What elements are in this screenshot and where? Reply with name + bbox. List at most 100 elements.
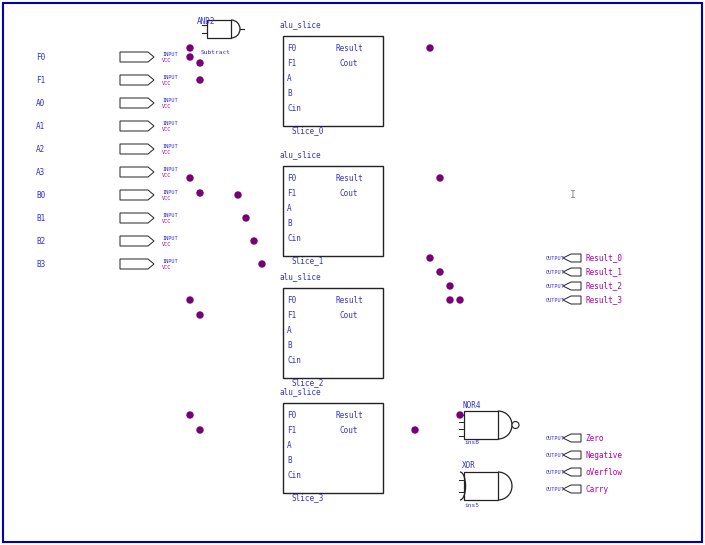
Circle shape: [512, 421, 519, 428]
Text: Slice_1: Slice_1: [291, 257, 324, 265]
Text: OUTPUT: OUTPUT: [546, 256, 565, 261]
Circle shape: [197, 60, 203, 66]
Text: Negative: Negative: [585, 451, 622, 459]
Text: INPUT: INPUT: [162, 52, 178, 57]
Text: Slice_0: Slice_0: [291, 126, 324, 136]
Text: INPUT: INPUT: [162, 236, 178, 241]
Text: Cin: Cin: [287, 233, 301, 243]
Text: INPUT: INPUT: [162, 167, 178, 172]
Text: A: A: [287, 203, 292, 213]
Text: VCC: VCC: [162, 104, 171, 108]
Text: A: A: [287, 325, 292, 335]
Text: OUTPUT: OUTPUT: [546, 298, 565, 302]
Circle shape: [235, 192, 241, 198]
FancyArrow shape: [563, 296, 581, 304]
Text: F0: F0: [36, 52, 45, 62]
Text: VCC: VCC: [162, 173, 171, 178]
Text: I: I: [570, 190, 576, 200]
FancyArrow shape: [563, 451, 581, 459]
Text: oVerflow: oVerflow: [585, 468, 622, 476]
Text: OUTPUT: OUTPUT: [546, 487, 565, 492]
Text: F0: F0: [287, 295, 296, 305]
Text: F1: F1: [287, 426, 296, 434]
Text: Result_2: Result_2: [585, 282, 622, 290]
Text: Subtract: Subtract: [201, 50, 231, 54]
Text: OUTPUT: OUTPUT: [546, 283, 565, 288]
Text: VCC: VCC: [162, 81, 171, 86]
Text: F0: F0: [287, 173, 296, 183]
Text: B: B: [287, 219, 292, 227]
FancyArrow shape: [120, 52, 154, 62]
Text: ins5: ins5: [464, 502, 479, 507]
Text: OUTPUT: OUTPUT: [546, 435, 565, 440]
Bar: [207, 20, 231, 38]
Circle shape: [437, 175, 443, 181]
Circle shape: [427, 255, 433, 261]
Text: A3: A3: [36, 167, 45, 177]
Bar: [283, 166, 383, 256]
Text: Cout: Cout: [339, 311, 357, 319]
Text: B: B: [287, 88, 292, 98]
Circle shape: [251, 238, 257, 244]
Text: Result: Result: [335, 44, 363, 52]
Circle shape: [437, 269, 443, 275]
Bar: [458, 398, 528, 450]
Text: Slice_3: Slice_3: [291, 494, 324, 502]
Circle shape: [457, 412, 463, 418]
Circle shape: [197, 312, 203, 318]
Bar: [283, 403, 383, 493]
Text: Cin: Cin: [287, 470, 301, 480]
Text: AND2: AND2: [197, 16, 216, 26]
Circle shape: [259, 261, 265, 267]
Text: Result_0: Result_0: [585, 253, 622, 263]
Text: F1: F1: [287, 58, 296, 68]
Text: B3: B3: [36, 259, 45, 269]
Text: OUTPUT: OUTPUT: [546, 452, 565, 457]
Text: Slice_2: Slice_2: [291, 378, 324, 387]
FancyArrow shape: [120, 259, 154, 269]
Circle shape: [197, 77, 203, 83]
Text: NOR4: NOR4: [462, 401, 481, 409]
Text: F0: F0: [287, 410, 296, 420]
Text: OUTPUT: OUTPUT: [546, 469, 565, 475]
Text: alu_slice: alu_slice: [279, 272, 321, 282]
Text: alu_slice: alu_slice: [279, 150, 321, 160]
Text: Result: Result: [335, 410, 363, 420]
Text: Cout: Cout: [339, 426, 357, 434]
Text: A1: A1: [36, 122, 45, 130]
Circle shape: [187, 297, 193, 303]
Bar: [275, 148, 395, 268]
Bar: [543, 428, 698, 513]
FancyArrow shape: [120, 236, 154, 246]
Bar: [283, 36, 383, 126]
Text: INPUT: INPUT: [162, 213, 178, 218]
Bar: [458, 458, 528, 513]
Circle shape: [457, 297, 463, 303]
Circle shape: [427, 45, 433, 51]
Text: F1: F1: [287, 311, 296, 319]
Circle shape: [197, 427, 203, 433]
FancyArrow shape: [120, 75, 154, 85]
Circle shape: [243, 215, 249, 221]
Text: INPUT: INPUT: [162, 259, 178, 264]
Text: Result_3: Result_3: [585, 295, 622, 305]
Text: Result: Result: [335, 173, 363, 183]
Circle shape: [447, 297, 453, 303]
Text: VCC: VCC: [162, 126, 171, 131]
Text: A: A: [287, 74, 292, 82]
Text: alu_slice: alu_slice: [279, 21, 321, 29]
Text: INPUT: INPUT: [162, 121, 178, 126]
Text: Zero: Zero: [585, 433, 603, 443]
Text: B1: B1: [36, 214, 45, 222]
Text: VCC: VCC: [162, 58, 171, 63]
FancyArrow shape: [563, 468, 581, 476]
FancyArrow shape: [563, 485, 581, 493]
Text: VCC: VCC: [162, 149, 171, 154]
FancyArrow shape: [120, 121, 154, 131]
Text: A: A: [287, 440, 292, 450]
Text: B: B: [287, 456, 292, 464]
Text: F1: F1: [36, 76, 45, 84]
Text: INPUT: INPUT: [162, 98, 178, 103]
Text: INPUT: INPUT: [162, 190, 178, 195]
Text: B: B: [287, 341, 292, 349]
